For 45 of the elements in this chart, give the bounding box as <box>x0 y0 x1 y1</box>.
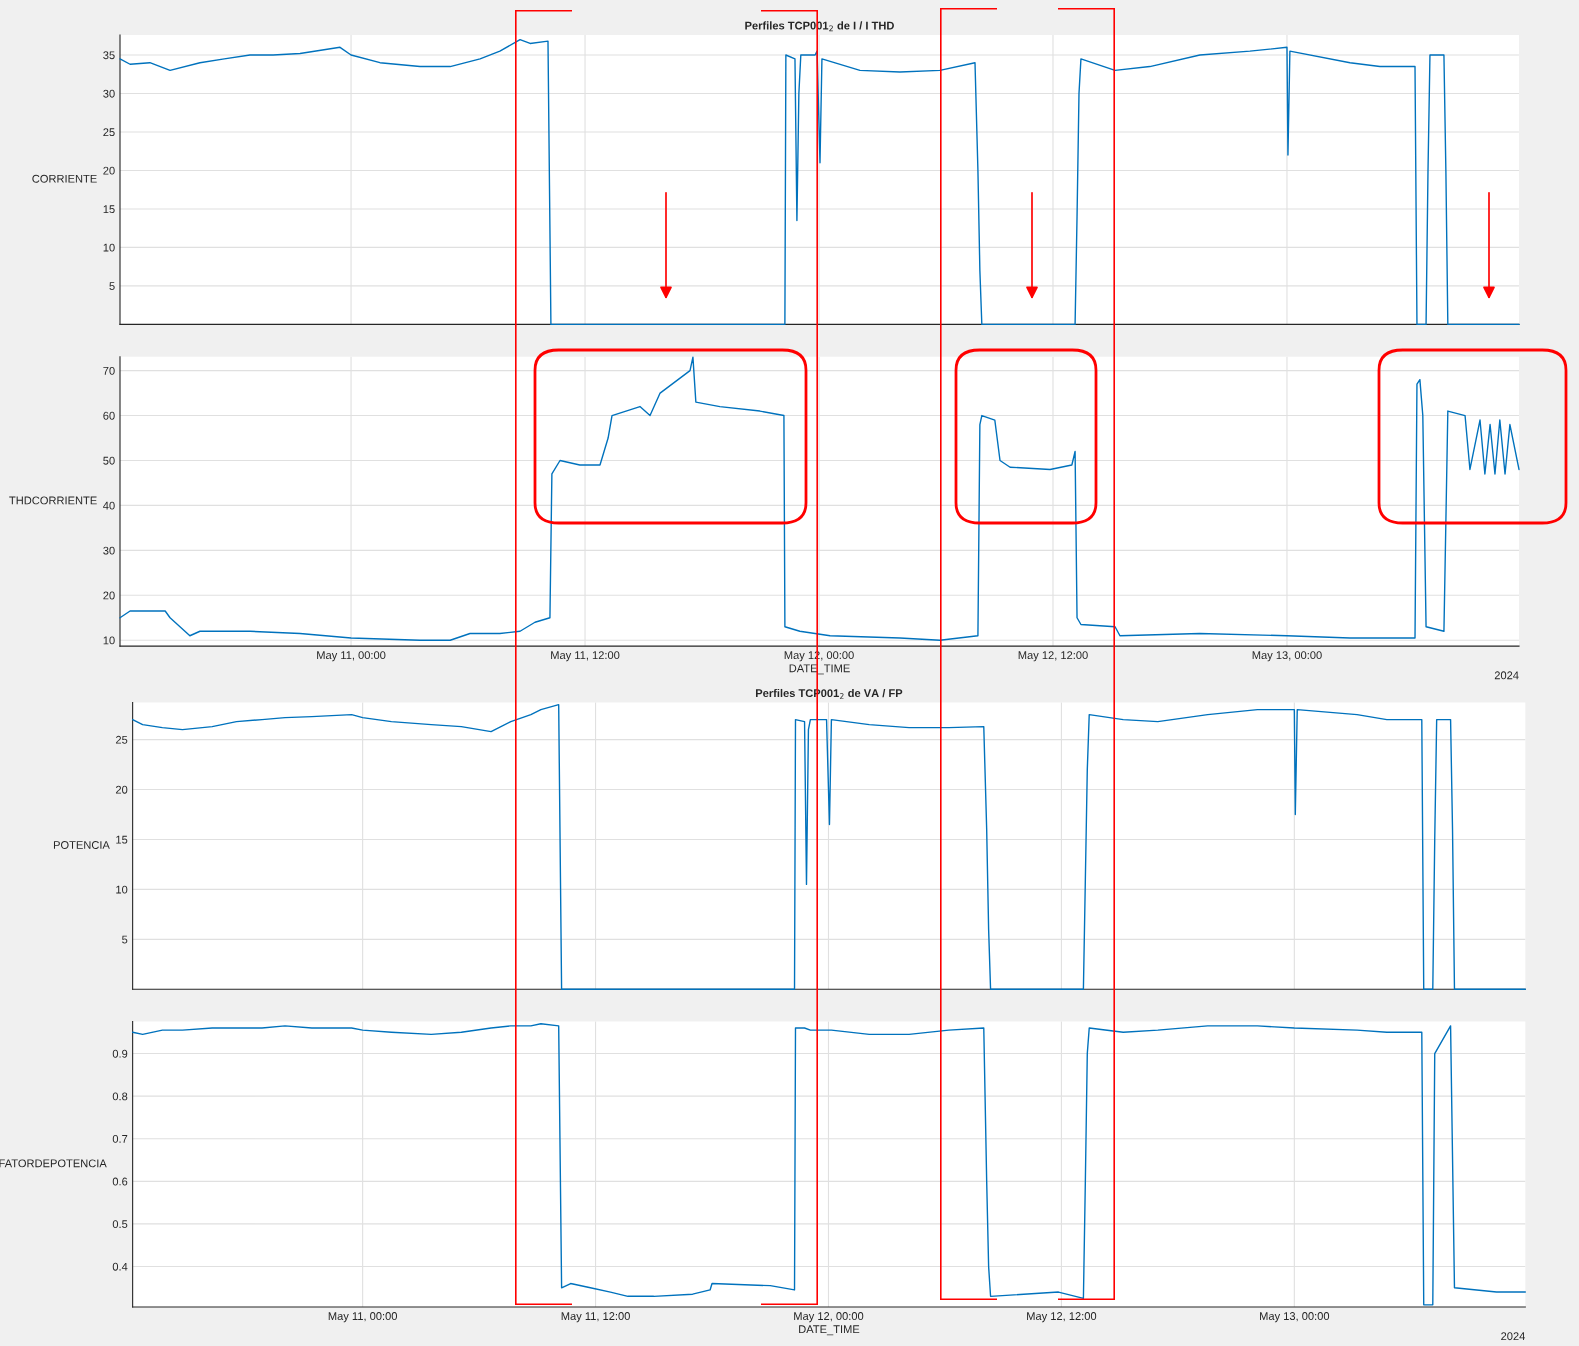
y-axis-title: CORRIENTE <box>32 174 97 183</box>
y-tick-label: 10 <box>103 243 115 252</box>
y-tick-label: 70 <box>103 366 115 375</box>
y-tick-label: 20 <box>115 785 128 794</box>
y-tick-label: 0.5 <box>112 1220 128 1229</box>
y-tick-label: 5 <box>122 935 128 944</box>
y-tick-label: 25 <box>103 128 115 137</box>
y-tick-label: 15 <box>103 205 115 214</box>
y-tick-label: 20 <box>103 166 115 175</box>
y-tick-label: 25 <box>115 735 128 744</box>
line-series <box>131 703 1527 991</box>
y-tick-label: 10 <box>103 636 115 645</box>
y-tick-label: 30 <box>103 89 115 98</box>
line-series <box>131 1023 1527 1306</box>
y-axis-title: FATORDEPOTENCIA <box>0 1159 107 1168</box>
y-tick-label: 5 <box>109 282 115 291</box>
y-tick-label: 35 <box>103 51 115 60</box>
x-tick-label: May 13, 00:00 <box>1260 1312 1330 1323</box>
y-tick-label: 0.4 <box>112 1262 128 1271</box>
x-tick-label: May 11, 00:00 <box>328 1312 398 1323</box>
y-tick-label: 30 <box>103 546 115 555</box>
x-tick-label: May 13, 00:00 <box>1252 651 1322 662</box>
x-axis-title: DATE_TIME <box>799 1325 860 1336</box>
y-axis-title: THDCORRIENTE <box>9 496 97 505</box>
y-tick-label: 50 <box>103 456 115 465</box>
y-tick-label: 0.8 <box>112 1092 128 1101</box>
line-series <box>119 356 1520 641</box>
text: 2024 <box>1494 671 1519 680</box>
x-tick-label: May 11, 12:00 <box>561 1312 630 1323</box>
y-tick-label: 0.7 <box>112 1135 128 1143</box>
x-tick-label: May 12, 12:00 <box>1018 651 1088 662</box>
x-tick-label: May 12, 12:00 <box>1027 1312 1097 1323</box>
y-tick-label: 15 <box>116 835 128 844</box>
y-tick-label: 20 <box>103 591 115 600</box>
x-tick-label: May 11, 12:00 <box>551 651 620 662</box>
line-series <box>119 38 1520 326</box>
y-tick-label: 0.9 <box>112 1049 128 1058</box>
x-tick-label: May 11, 00:00 <box>317 651 386 662</box>
y-axis-title: POTENCIA <box>53 841 110 849</box>
y-tick-label: 0.6 <box>112 1177 128 1186</box>
y-tick-label: 40 <box>103 501 115 510</box>
y-tick-label: 60 <box>103 411 115 420</box>
text: 2024 <box>1501 1332 1525 1341</box>
y-tick-label: 10 <box>116 885 128 894</box>
x-tick-label: May 12, 00:00 <box>794 1312 864 1323</box>
